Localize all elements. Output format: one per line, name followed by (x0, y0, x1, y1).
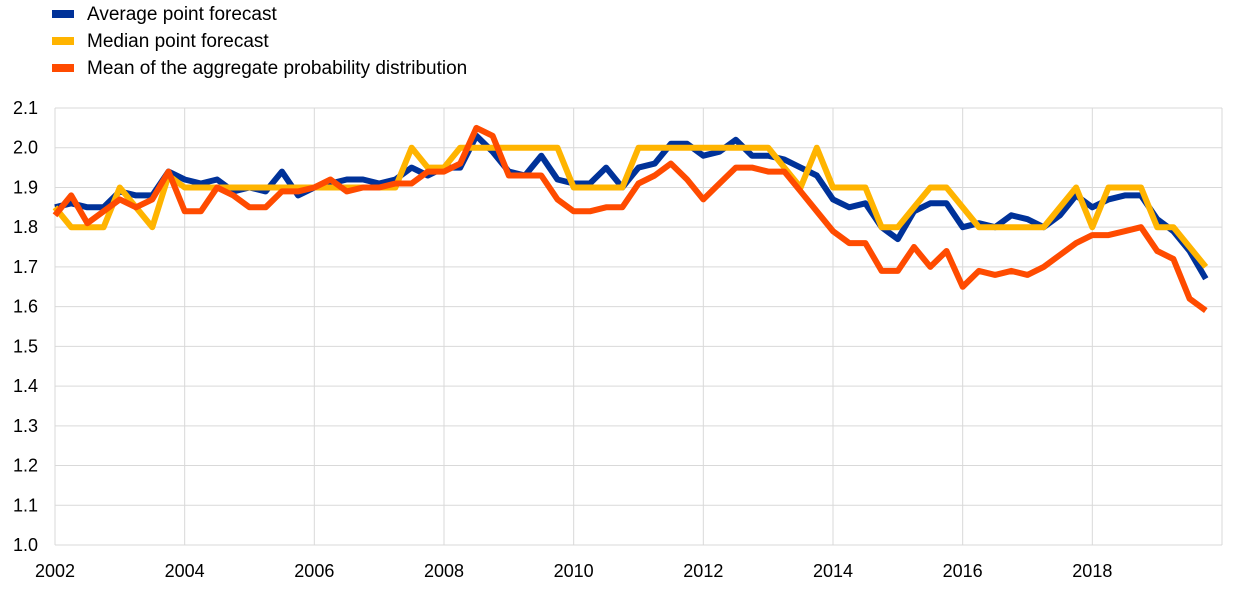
y-tick-label-1-3: 1.3 (13, 416, 38, 436)
x-tick-label-2016: 2016 (943, 561, 983, 581)
y-tick-label-1-1: 1.1 (13, 495, 38, 515)
legend-label-mean-of-the-aggregate-probability-distribution: Mean of the aggregate probability distri… (87, 58, 467, 79)
x-tick-label-2008: 2008 (424, 561, 464, 581)
legend-swatch-median-point-forecast (52, 37, 74, 45)
y-tick-label-1-4: 1.4 (13, 376, 38, 396)
x-tick-label-2004: 2004 (165, 561, 205, 581)
y-tick-label-1-8: 1.8 (13, 217, 38, 237)
y-tick-label-1-7: 1.7 (13, 257, 38, 277)
y-tick-label-1-9: 1.9 (13, 177, 38, 197)
x-axis: 2002 2004 2006 2008 2010 2012 2014 2016 2018 (35, 561, 1112, 581)
series-lines (52, 124, 1209, 314)
series-line-average-point-forecast (54, 132, 1209, 281)
y-tick-label-1-5: 1.5 (13, 336, 38, 356)
x-tick-label-2010: 2010 (554, 561, 594, 581)
legend-swatch-average-point-forecast (52, 10, 74, 18)
y-axis: 1.0 1.1 1.2 1.3 1.4 1.5 1.6 1.7 1.8 1.9 2.0 2.1 (13, 98, 38, 555)
x-tick-label-2002: 2002 (35, 561, 75, 581)
y-tick-label-1-6: 1.6 (13, 297, 38, 317)
y-tick-label-2-1: 2.1 (13, 98, 38, 118)
y-tick-label-2-0: 2.0 (13, 138, 38, 158)
x-tick-label-2018: 2018 (1072, 561, 1112, 581)
x-tick-label-2014: 2014 (813, 561, 853, 581)
legend-swatch-mean-of-the-aggregate-probability-distribution (52, 64, 74, 72)
legend-label-average-point-forecast: Average point forecast (87, 4, 277, 25)
y-tick-label-1-2: 1.2 (13, 456, 38, 476)
x-tick-label-2006: 2006 (294, 561, 334, 581)
grid-lines (54, 107, 1223, 546)
y-tick-label-1-0: 1.0 (13, 535, 38, 555)
legend-label-median-point-forecast: Median point forecast (87, 31, 269, 52)
legend: Average point forecast Median point forec… (52, 4, 467, 79)
x-tick-label-2012: 2012 (683, 561, 723, 581)
series-line-median-point-forecast (52, 144, 1209, 269)
series-line-mean-of-the-aggregate-probability-distribution (52, 124, 1208, 314)
